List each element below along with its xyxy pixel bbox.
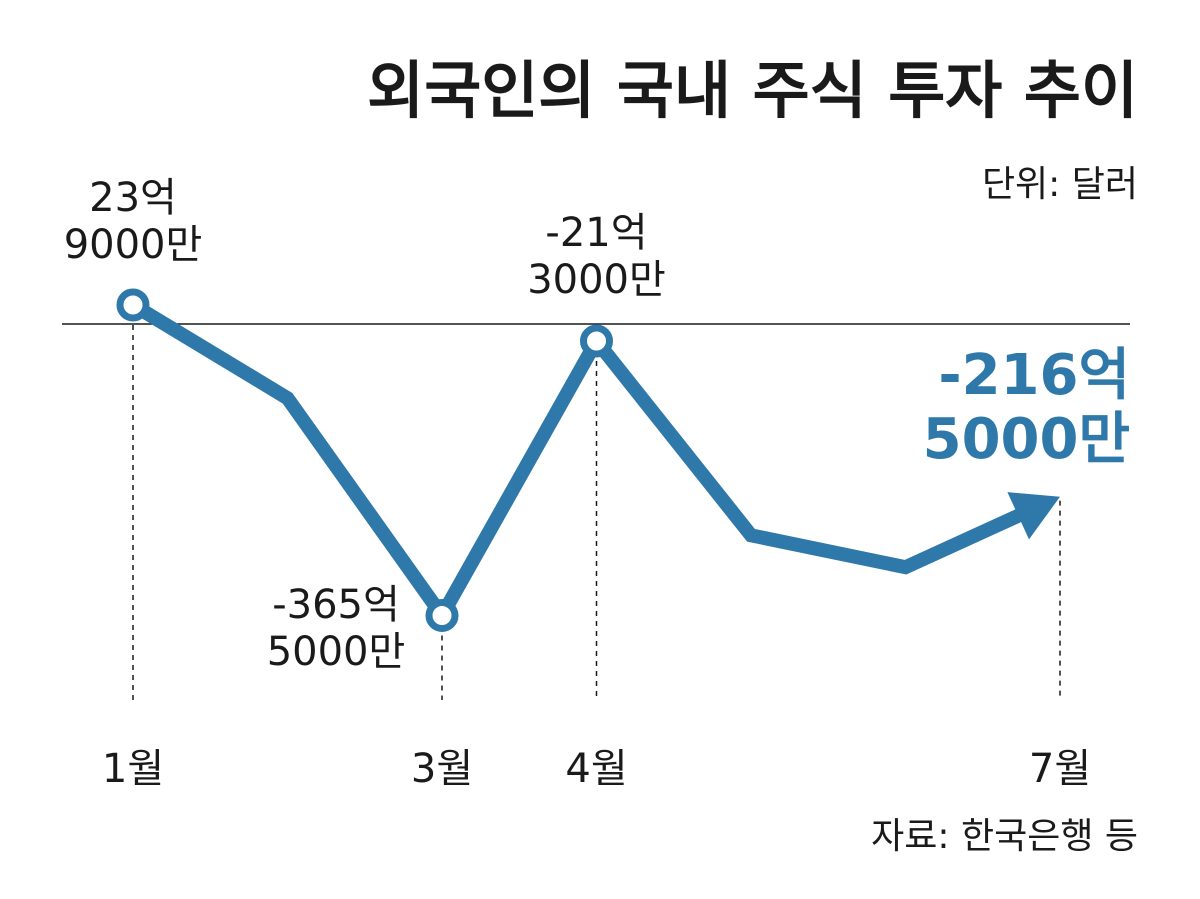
data-label-4-line-0: -21억 [545,210,647,256]
data-label-1-line-0: 23억 [89,175,177,221]
data-label-7-line-1: 5000만 [923,407,1130,472]
x-tick-label-4: 4월 [565,746,627,792]
point-marker-4 [580,324,613,358]
plot-area: 1월 3월 4월 7월23억9000만-365억5000만-21억3000만-216억… [62,175,1130,792]
point-marker-1 [116,288,150,322]
chart-title: 외국인의 국내 주식 투자 추이 [367,54,1138,127]
data-label-3-line-0: -365억 [272,582,400,628]
data-label-1-line-1: 9000만 [64,222,203,268]
series-arrowhead [1007,492,1060,540]
data-label-3-line-1: 5000만 [267,629,406,675]
point-marker-3 [425,598,459,632]
x-tick-label-3: 3월 [411,746,473,792]
unit-label: 단위: 달러 [982,164,1138,205]
series-line [129,298,1027,629]
source-label: 자료: 한국은행 등 [871,816,1138,857]
x-tick-label-1: 1월 [102,746,164,792]
data-label-7-line-0: -216억 [938,343,1130,408]
data-label-4-line-1: 3000만 [527,257,666,303]
x-tick-label-7: 7월 [1029,746,1091,792]
